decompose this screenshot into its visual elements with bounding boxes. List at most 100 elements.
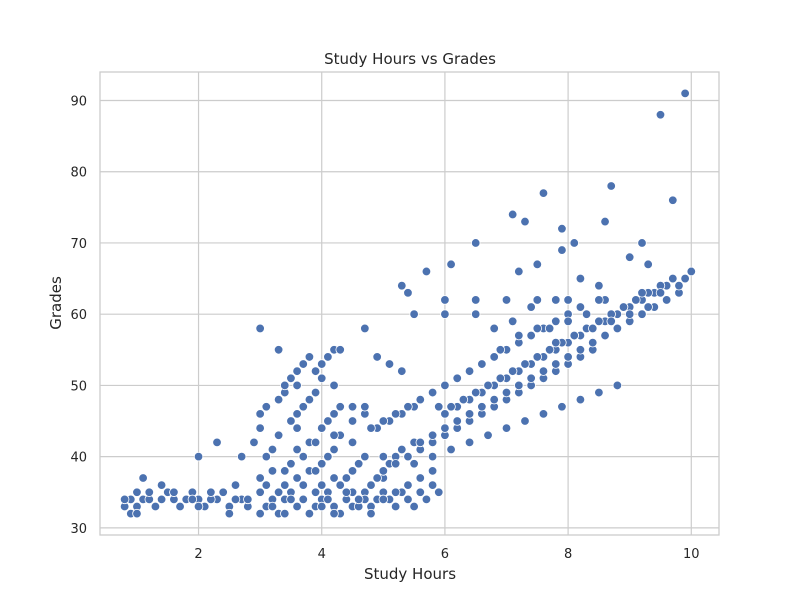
x-tick-label: 10 [683,547,700,562]
data-point [489,394,499,405]
data-point [507,366,518,376]
data-point [674,280,684,291]
data-point [427,430,438,440]
data-point [446,402,456,412]
data-point [489,323,499,334]
data-point [255,473,265,483]
data-point [310,487,321,497]
data-point [310,387,321,398]
data-point [618,302,629,312]
data-point [427,387,438,398]
data-point [304,352,315,362]
data-point [409,459,419,469]
data-point [501,387,512,398]
data-point [273,394,284,405]
data-point [323,352,333,362]
data-point [686,266,696,277]
data-point [280,380,290,391]
data-point [353,494,364,505]
data-point [156,480,167,490]
data-point [292,444,302,455]
data-point [606,181,616,191]
data-point [464,409,475,419]
data-point [403,494,413,505]
y-tick-label: 70 [70,237,87,252]
data-point [249,437,259,448]
data-point [637,309,647,319]
data-point [637,238,647,248]
data-point [551,359,561,369]
data-point [594,316,604,327]
data-point [538,366,549,376]
data-point [427,466,438,476]
data-point [655,288,666,298]
data-point [255,508,265,519]
data-point [575,273,586,284]
data-point [452,373,462,383]
data-point [661,295,672,305]
data-point [526,373,536,383]
data-point [372,473,382,483]
data-point [440,423,450,433]
data-point [588,337,598,348]
y-axis-label: Grades [47,276,65,330]
data-point [514,380,524,391]
data-point [557,402,567,412]
data-point [286,494,296,505]
x-tick-label: 4 [318,547,326,562]
data-point [150,501,161,512]
data-point [440,409,450,419]
x-axis-label: Study Hours [364,565,456,583]
data-point [606,316,616,327]
data-point [588,323,598,334]
data-point [551,295,561,305]
data-point [594,387,604,398]
data-point [323,494,333,505]
data-point [193,451,204,462]
data-point [317,423,327,433]
data-point [680,273,690,284]
data-point [378,466,389,476]
data-point [507,209,518,220]
data-point [483,380,493,391]
data-point [298,451,308,462]
data-point [255,409,265,419]
data-point [372,352,382,362]
data-point [440,380,450,391]
data-point [384,359,395,369]
data-point [224,508,235,519]
data-point [403,402,413,412]
data-point [563,316,573,327]
data-point [575,302,586,312]
data-point [440,295,450,305]
data-point [421,266,432,277]
data-point [514,266,524,277]
data-point [477,402,487,412]
data-point [347,466,358,476]
data-point [668,273,678,284]
data-point [397,444,407,455]
data-point [483,430,493,440]
data-point [347,437,358,448]
data-point [317,373,327,383]
data-point [255,323,265,334]
y-tick-label: 30 [70,522,87,537]
data-point [637,288,647,298]
data-point [261,451,271,462]
data-point [594,295,604,305]
data-point [236,451,247,462]
data-point [193,501,204,512]
data-point [329,409,339,419]
data-point [526,330,536,341]
data-point [434,487,444,497]
data-point [458,394,469,405]
data-point [624,309,635,319]
plot-frame [99,71,720,536]
data-point [390,501,401,512]
data-point [156,494,167,505]
data-point [280,480,290,490]
data-point [643,302,653,312]
data-point [600,330,610,341]
data-point [317,459,327,469]
data-point [347,402,358,412]
